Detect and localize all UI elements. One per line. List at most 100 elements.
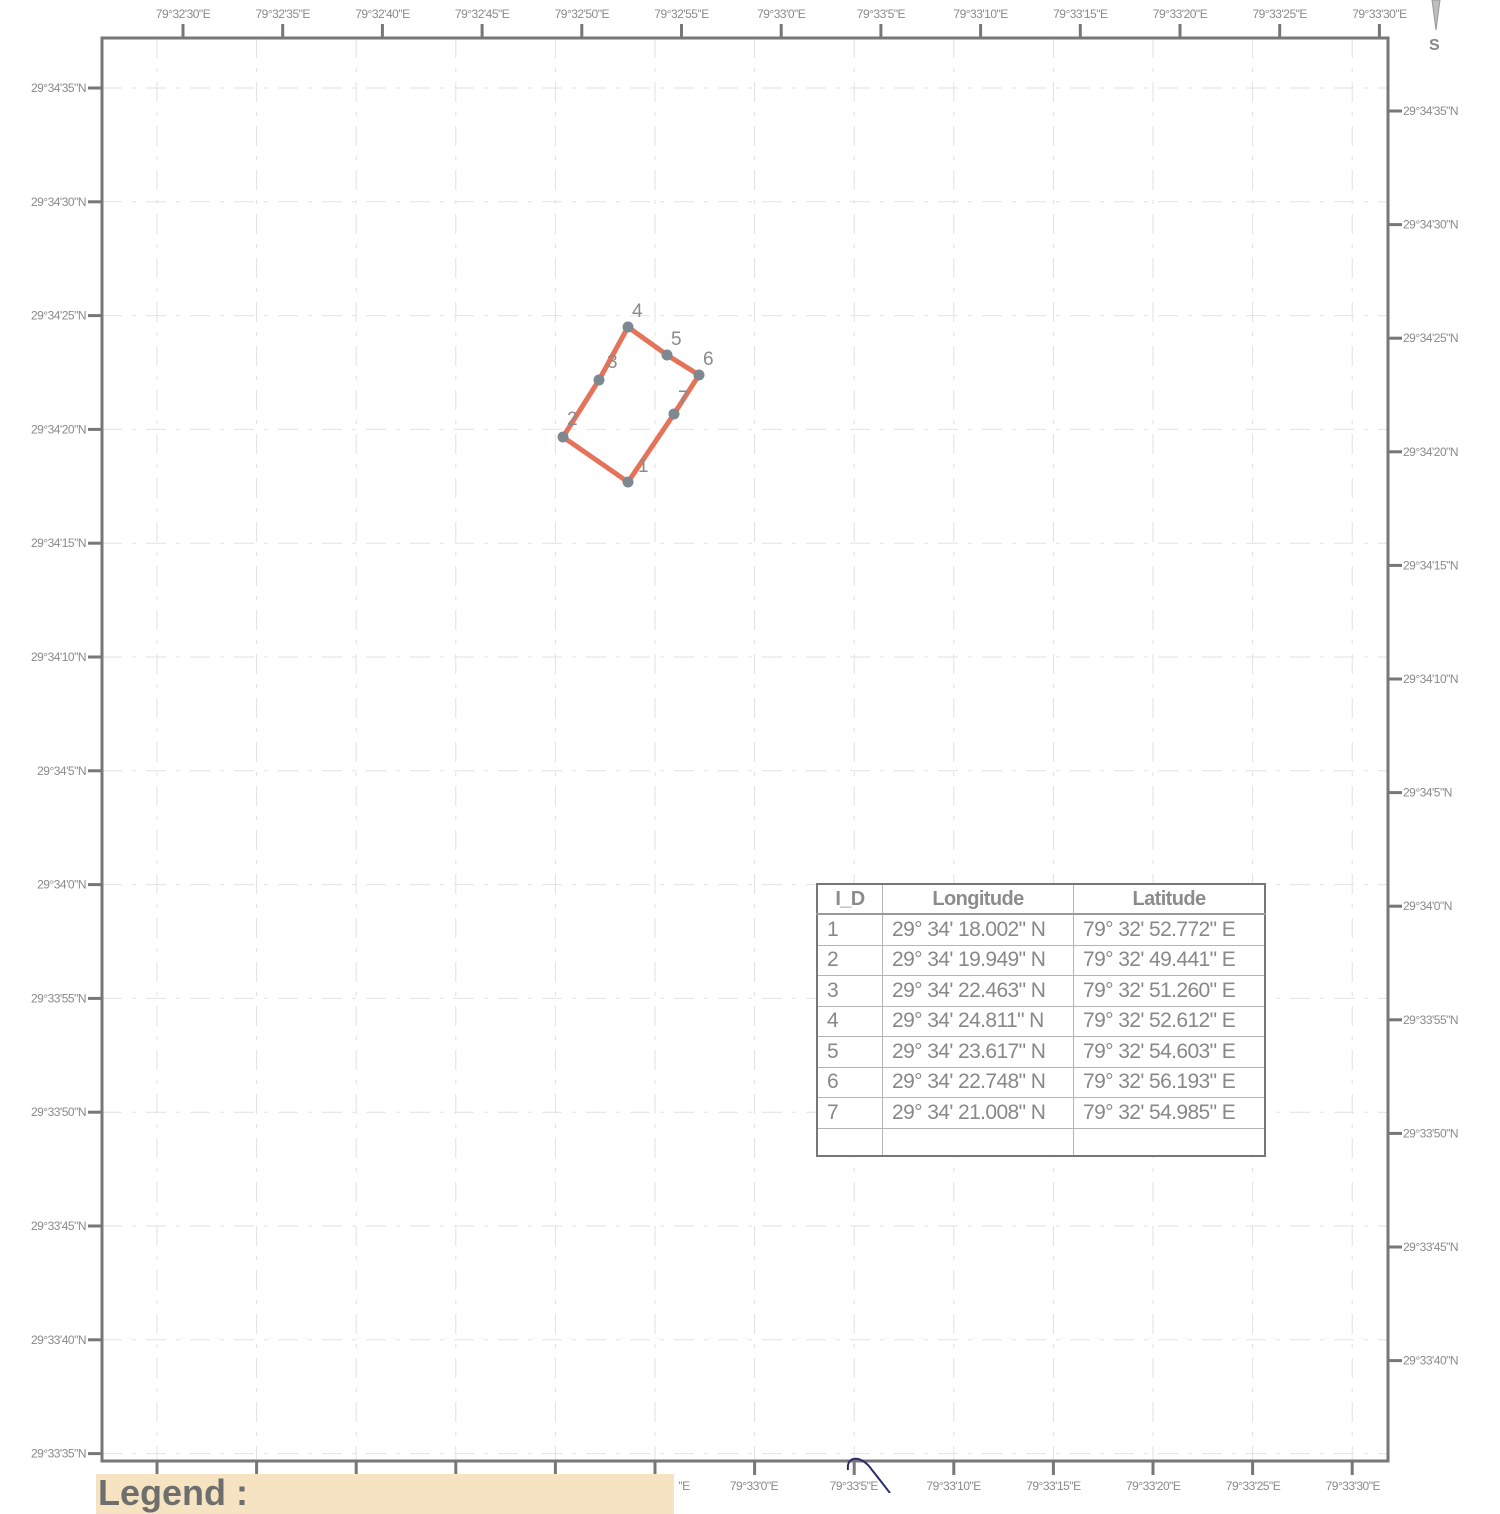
vertex-label: 5	[671, 329, 682, 350]
bottom-longitude-label: 79°33'15"E	[1026, 1479, 1081, 1493]
table-row: 5 29° 34' 23.617" N 79° 32' 54.603" E	[816, 1036, 1266, 1068]
row-id: 4	[816, 1005, 883, 1037]
vertex-marker	[668, 408, 680, 420]
table-row: 1 29° 34' 18.002" N 79° 32' 52.772" E	[816, 913, 1266, 946]
left-latitude-label: 29°33'55"N	[31, 991, 86, 1005]
map-frame	[100, 36, 1390, 1463]
row-longitude: 29° 34' 19.949" N	[882, 944, 1074, 976]
parcel-polygon	[560, 324, 702, 485]
table-row: 4 29° 34' 24.811" N 79° 32' 52.612" E	[816, 1005, 1266, 1037]
vertex-label: 1	[638, 456, 649, 477]
top-longitude-label: 79°32'45"E	[455, 7, 510, 21]
row-id: 2	[816, 944, 883, 976]
bottom-longitude-label: "E	[678, 1479, 690, 1493]
north-arrow-icon: S	[1429, 0, 1441, 54]
right-latitude-label: 29°34'10"N	[1403, 672, 1458, 686]
right-latitude-label: 29°33'45"N	[1403, 1240, 1458, 1254]
right-latitude-label: 29°34'5"N	[1403, 786, 1452, 800]
vertex-marker	[557, 431, 569, 443]
left-latitude-label: 29°34'30"N	[31, 195, 86, 209]
vertex-marker	[693, 369, 705, 381]
vertex-marker	[622, 321, 634, 333]
left-latitude-label: 29°34'10"N	[31, 650, 86, 664]
header-id: I_D	[816, 883, 883, 915]
row-latitude: 79° 32' 54.603" E	[1073, 1036, 1266, 1068]
parcel-boundary: 1 2 3 4 567	[557, 301, 714, 488]
top-longitude-label: 79°33'10"E	[953, 7, 1008, 21]
top-longitude-label: 79°33'15"E	[1053, 7, 1108, 21]
vertex-marker	[622, 476, 634, 488]
right-latitude-label: 29°34'0"N	[1403, 899, 1452, 913]
map-grid	[102, 38, 1388, 1461]
header-longitude: Longitude	[882, 883, 1074, 915]
row-longitude: 29° 34' 23.617" N	[882, 1036, 1074, 1068]
right-latitude-label: 29°34'20"N	[1403, 445, 1458, 459]
table-row-empty	[816, 1127, 1266, 1156]
top-longitude-label: 79°33'5"E	[857, 7, 906, 21]
vertex-label: 7	[678, 388, 689, 409]
coordinates-table: I_D Longitude Latitude 1 29° 34' 18.002"…	[816, 883, 1266, 1157]
right-latitude-label: 29°33'40"N	[1403, 1354, 1458, 1368]
row-id: 7	[816, 1097, 883, 1129]
vertex-marker	[661, 349, 673, 361]
vertex-label: 4	[632, 301, 643, 322]
top-longitude-label: 79°32'40"E	[355, 7, 410, 21]
row-latitude: 79° 32' 49.441" E	[1073, 944, 1266, 976]
top-longitude-label: 79°32'55"E	[654, 7, 709, 21]
row-longitude: 29° 34' 18.002" N	[882, 913, 1074, 946]
top-longitude-label: 79°33'25"E	[1252, 7, 1307, 21]
top-longitude-label: 79°33'0"E	[757, 7, 806, 21]
empty-cell	[816, 1127, 883, 1156]
left-latitude-label: 29°34'25"N	[31, 309, 86, 323]
left-latitude-label: 29°34'0"N	[37, 878, 86, 892]
top-longitude-label: 79°32'35"E	[255, 7, 310, 21]
top-longitude-label: 79°32'50"E	[555, 7, 610, 21]
row-latitude: 79° 32' 51.260" E	[1073, 975, 1266, 1007]
row-id: 3	[816, 975, 883, 1007]
left-latitude-label: 29°34'20"N	[31, 422, 86, 436]
vertex-label: 3	[607, 352, 618, 373]
empty-cell	[882, 1127, 1074, 1156]
row-id: 5	[816, 1036, 883, 1068]
vertex-marker	[593, 374, 605, 386]
empty-cell	[1073, 1127, 1266, 1156]
left-latitude-label: 29°34'15"N	[31, 536, 86, 550]
table-header-row: I_D Longitude Latitude	[816, 883, 1266, 915]
bottom-longitude-label: 79°33'20"E	[1126, 1479, 1181, 1493]
north-arrow-letter: S	[1429, 37, 1440, 54]
bottom-longitude-label: 79°33'10"E	[926, 1479, 981, 1493]
table-row: 7 29° 34' 21.008" N 79° 32' 54.985" E	[816, 1097, 1266, 1129]
left-latitude-label: 29°34'35"N	[31, 81, 86, 95]
bottom-longitude-label: 79°33'25"E	[1226, 1479, 1281, 1493]
left-latitude-label: 29°33'45"N	[31, 1219, 86, 1233]
vertex-label: 6	[703, 349, 714, 370]
right-latitude-label: 29°33'50"N	[1403, 1126, 1458, 1140]
right-latitude-label: 29°34'25"N	[1403, 331, 1458, 345]
coordinate-labels: 79°32'30"E 79°32'35"E 79°32'40"E 79°32'45"E…	[31, 7, 1459, 1493]
row-latitude: 79° 32' 52.612" E	[1073, 1005, 1266, 1037]
row-latitude: 79° 32' 52.772" E	[1073, 913, 1266, 946]
left-latitude-label: 29°33'50"N	[31, 1105, 86, 1119]
right-latitude-label: 29°34'15"N	[1403, 558, 1458, 572]
frame-ticks	[88, 24, 1402, 1475]
header-latitude: Latitude	[1073, 883, 1266, 915]
table-row: 2 29° 34' 19.949" N 79° 32' 49.441" E	[816, 944, 1266, 976]
table-row: 6 29° 34' 22.748" N 79° 32' 56.193" E	[816, 1066, 1266, 1098]
legend-title: Legend :	[98, 1472, 248, 1513]
pen-mark-icon	[846, 1457, 891, 1493]
bottom-longitude-label: 79°33'5"E	[830, 1479, 879, 1493]
left-latitude-label: 29°33'40"N	[31, 1333, 86, 1347]
right-latitude-label: 29°34'35"N	[1403, 104, 1458, 118]
left-latitude-label: 29°33'35"N	[31, 1447, 86, 1461]
row-id: 1	[816, 913, 883, 946]
top-longitude-label: 79°32'30"E	[156, 7, 211, 21]
vertex-label: 2	[567, 409, 578, 430]
row-longitude: 29° 34' 22.463" N	[882, 975, 1074, 1007]
table-row: 3 29° 34' 22.463" N 79° 32' 51.260" E	[816, 975, 1266, 1007]
row-latitude: 79° 32' 56.193" E	[1073, 1066, 1266, 1098]
left-latitude-label: 29°34'5"N	[37, 764, 86, 778]
row-longitude: 29° 34' 22.748" N	[882, 1066, 1074, 1098]
top-longitude-label: 79°33'30"E	[1352, 7, 1407, 21]
bottom-longitude-label: 79°33'30"E	[1326, 1479, 1381, 1493]
